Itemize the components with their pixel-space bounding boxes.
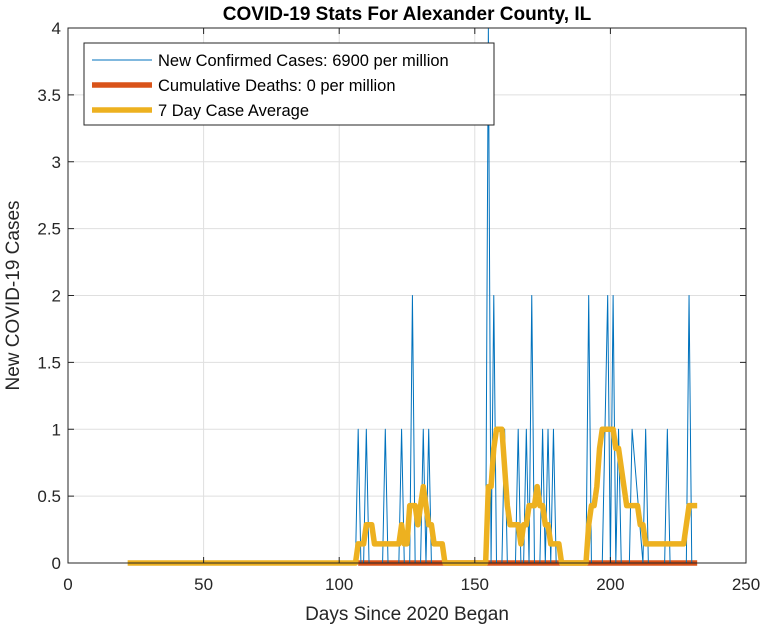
y-tick-label: 0.5 (37, 487, 61, 506)
y-tick-label: 2.5 (37, 220, 61, 239)
y-tick-label: 3 (52, 153, 61, 172)
x-axis-label: Days Since 2020 Began (305, 604, 509, 625)
y-tick-label: 0 (52, 554, 61, 573)
legend-label: Cumulative Deaths: 0 per million (158, 77, 396, 95)
legend-label: New Confirmed Cases: 6900 per million (158, 52, 449, 70)
y-axis-label: New COVID-19 Cases (3, 200, 24, 390)
tick-labels: 0 50 100 150 200 250 0 0.5 1 1.5 2 2.5 3 3.5 4 (37, 19, 760, 594)
y-tick-label: 2 (52, 287, 61, 306)
chart-title: COVID-19 Stats For Alexander County, IL (223, 4, 592, 25)
axis-ticks (67, 27, 747, 564)
series-7day-average-line (127, 426, 698, 566)
legend: New Confirmed Cases: 6900 per million Cum… (83, 42, 495, 126)
x-tick-label: 0 (63, 575, 72, 594)
x-tick-label: 200 (596, 575, 624, 594)
x-tick-label: 150 (461, 575, 489, 594)
x-tick-label: 100 (325, 575, 353, 594)
x-tick-label: 250 (732, 575, 760, 594)
legend-entries: New Confirmed Cases: 6900 per million Cum… (92, 52, 449, 120)
legend-label: 7 Day Case Average (158, 102, 309, 120)
legend-box (83, 42, 495, 126)
y-tick-label: 4 (52, 19, 61, 38)
y-tick-label: 1 (52, 420, 61, 439)
y-tick-label: 3.5 (37, 86, 61, 105)
x-tick-label: 50 (194, 575, 213, 594)
y-tick-label: 1.5 (37, 353, 61, 372)
